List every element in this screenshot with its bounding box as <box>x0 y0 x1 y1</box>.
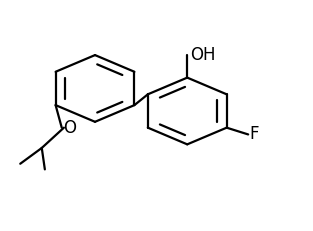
Text: F: F <box>250 125 259 143</box>
Text: OH: OH <box>190 46 216 64</box>
Text: O: O <box>63 119 76 137</box>
